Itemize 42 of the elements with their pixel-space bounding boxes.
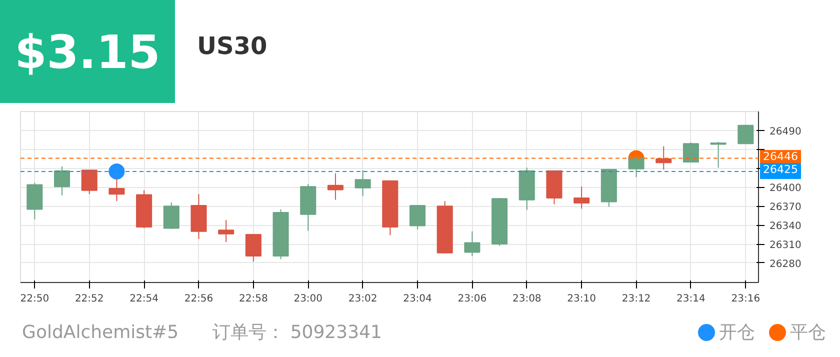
candlestick [163, 202, 180, 230]
x-tick-label: 23:02 [348, 294, 378, 304]
candlestick [682, 142, 699, 162]
y-tick-label: 26310 [770, 240, 802, 252]
y-tick-label: 26400 [770, 183, 802, 194]
x-tick-label: 22:56 [184, 294, 214, 304]
candlestick [656, 146, 672, 170]
x-tick-label: 23:08 [512, 294, 542, 304]
ref-line-label: 26446 [763, 150, 798, 163]
x-tick-label: 23:04 [403, 294, 432, 304]
candlestick [738, 124, 754, 144]
y-tick-label: 26370 [770, 202, 802, 214]
x-tick-label: 23:06 [458, 294, 487, 304]
x-tick-label: 22:50 [20, 294, 50, 304]
text: GoldAlchemist#5 [22, 322, 179, 343]
x-tick-label: 23:12 [622, 294, 651, 304]
legend-label: 平仓 [790, 322, 826, 343]
candlestick [54, 166, 70, 196]
x-tick-label: 23:10 [567, 294, 596, 304]
ref-line-label: 26425 [760, 162, 801, 179]
legend-label: 开仓 [719, 322, 755, 343]
x-tick-label: 22:54 [130, 294, 158, 304]
chart-subtitle: US30 [197, 32, 268, 60]
candlestick [218, 220, 234, 243]
text: 订单号： 50923341 [212, 322, 382, 343]
candlestick [327, 172, 344, 200]
x-tick-label: 23:16 [731, 294, 760, 304]
candlestick [710, 141, 726, 168]
x-tick-label: 23:00 [294, 294, 323, 304]
chart-title: $3.15 [0, 0, 175, 103]
y-tick-label: 26340 [770, 221, 802, 232]
candlestick [245, 234, 262, 262]
y-tick-label: 26490 [770, 126, 802, 138]
x-tick-label: 22:52 [74, 294, 104, 304]
candlestick [81, 170, 98, 195]
candlestick [409, 205, 426, 230]
candlestick [574, 186, 590, 210]
candlestick [354, 170, 371, 197]
candlestick [464, 230, 480, 256]
x-tick-label: 23:14 [676, 294, 706, 304]
y-tick-label: 26280 [770, 258, 802, 270]
x-tick-label: 22:58 [239, 294, 268, 304]
